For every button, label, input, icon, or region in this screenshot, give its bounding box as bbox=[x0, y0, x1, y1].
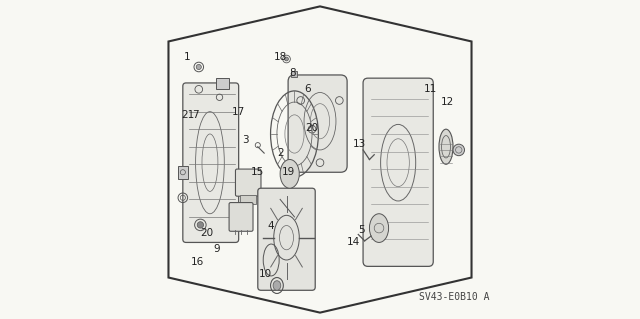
Ellipse shape bbox=[273, 281, 281, 290]
Text: SV43-E0B10 A: SV43-E0B10 A bbox=[419, 292, 489, 302]
Text: 16: 16 bbox=[191, 256, 204, 267]
Circle shape bbox=[196, 64, 202, 70]
Text: 6: 6 bbox=[304, 84, 310, 94]
FancyBboxPatch shape bbox=[178, 166, 188, 179]
Text: 15: 15 bbox=[251, 167, 264, 177]
Text: 14: 14 bbox=[347, 237, 360, 248]
Text: 10: 10 bbox=[259, 269, 273, 279]
FancyBboxPatch shape bbox=[229, 203, 253, 231]
Circle shape bbox=[453, 144, 465, 156]
Text: 8: 8 bbox=[289, 68, 296, 78]
FancyBboxPatch shape bbox=[240, 195, 256, 204]
FancyBboxPatch shape bbox=[183, 83, 239, 242]
Text: 7: 7 bbox=[192, 110, 199, 120]
Text: 1: 1 bbox=[184, 52, 191, 63]
FancyBboxPatch shape bbox=[291, 71, 297, 77]
Text: 11: 11 bbox=[424, 84, 436, 94]
Text: 12: 12 bbox=[441, 97, 454, 107]
Text: 4: 4 bbox=[268, 221, 274, 232]
Text: 20: 20 bbox=[305, 122, 319, 133]
Circle shape bbox=[285, 57, 289, 61]
Ellipse shape bbox=[439, 129, 453, 164]
FancyBboxPatch shape bbox=[236, 169, 261, 196]
Text: 20: 20 bbox=[200, 228, 213, 238]
Text: 2: 2 bbox=[277, 148, 284, 158]
Text: 5: 5 bbox=[358, 225, 365, 235]
Text: 13: 13 bbox=[353, 138, 367, 149]
Ellipse shape bbox=[369, 214, 388, 242]
Circle shape bbox=[197, 222, 204, 228]
Text: 9: 9 bbox=[213, 244, 220, 254]
Text: 21: 21 bbox=[181, 110, 195, 120]
FancyBboxPatch shape bbox=[363, 78, 433, 266]
FancyBboxPatch shape bbox=[216, 78, 229, 89]
Text: 3: 3 bbox=[242, 135, 248, 145]
Text: 17: 17 bbox=[232, 107, 245, 117]
FancyBboxPatch shape bbox=[258, 188, 316, 290]
FancyBboxPatch shape bbox=[288, 75, 347, 172]
Text: 19: 19 bbox=[282, 167, 295, 177]
Ellipse shape bbox=[280, 160, 300, 188]
Text: 18: 18 bbox=[273, 52, 287, 63]
